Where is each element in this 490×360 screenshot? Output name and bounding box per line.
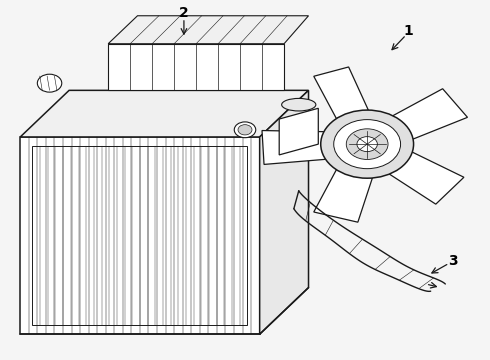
Circle shape bbox=[346, 129, 388, 159]
Circle shape bbox=[234, 122, 256, 138]
Text: 3: 3 bbox=[448, 254, 458, 268]
Polygon shape bbox=[262, 131, 325, 165]
Text: 2: 2 bbox=[179, 6, 189, 20]
Polygon shape bbox=[20, 137, 260, 334]
Circle shape bbox=[357, 137, 377, 152]
Polygon shape bbox=[108, 44, 284, 90]
Polygon shape bbox=[314, 67, 368, 118]
Circle shape bbox=[37, 74, 62, 92]
Ellipse shape bbox=[282, 98, 316, 111]
Polygon shape bbox=[20, 90, 309, 137]
Polygon shape bbox=[393, 89, 467, 139]
Circle shape bbox=[238, 125, 252, 135]
Polygon shape bbox=[279, 108, 318, 155]
Circle shape bbox=[334, 120, 400, 169]
Text: 1: 1 bbox=[404, 24, 414, 38]
Polygon shape bbox=[390, 152, 464, 204]
Polygon shape bbox=[260, 90, 309, 334]
Polygon shape bbox=[108, 16, 309, 44]
Circle shape bbox=[321, 110, 414, 178]
Polygon shape bbox=[314, 170, 372, 222]
